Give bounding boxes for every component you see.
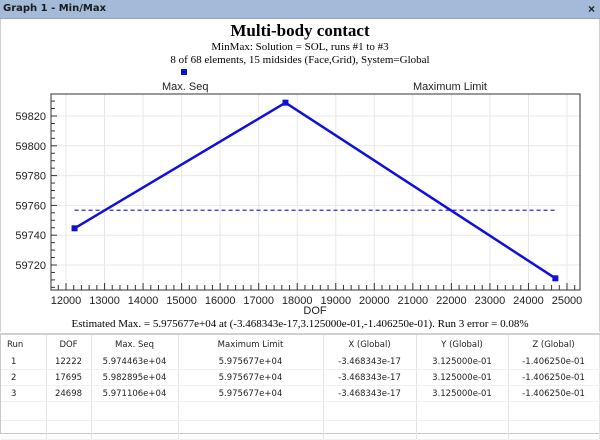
column-header-maximum-limit[interactable]: Maximum Limit [178,335,324,354]
x-tick-label: 20000 [359,295,390,307]
cell-maximum-limit: 5.975677e+04 [178,354,324,370]
x-tick-label: 12000 [51,295,82,307]
plot-area: 59720 59740 59760 59780 59800 59820 12000 13000… [15,93,583,317]
cell-run: 2 [1,369,47,386]
x-tick-label: 13000 [89,295,120,307]
legend-max-seq: Max. Seq [162,81,209,93]
cell-y-global: 3.125000e-01 [416,385,509,402]
max-seq-line [73,101,557,280]
cell-maximum-limit: 5.975677e+04 [178,385,324,402]
x-tick-label: 24000 [513,295,544,307]
chart-subtitle-elements: 8 of 68 elements, 15 midsides (Face,Grid… [170,54,430,66]
cell-dof: 24698 [46,385,92,402]
cell-x-global: -3.468343e-17 [323,354,417,370]
cell-z-global: -1.406250e-01 [508,369,600,386]
close-icon[interactable]: × [587,2,595,16]
column-header-dof[interactable]: DOF [46,335,92,354]
column-header-y-global[interactable]: Y (Global) [416,335,509,354]
cell-dof: 17695 [46,369,92,386]
cell-max-seq: 5.971106e+04 [91,385,179,402]
y-tick-label: 59800 [15,141,46,153]
x-tick-label: 17000 [243,295,274,307]
x-tick-label: 23000 [475,295,506,307]
x-tick-label: 22000 [436,295,467,307]
cell-z-global: -1.406250e-01 [508,354,600,370]
chart-title: Multi-body contact [230,21,370,40]
legend-square-marker-icon [181,69,187,75]
data-point-marker [552,275,559,282]
column-header-x-global[interactable]: X (Global) [323,335,417,354]
cell-y-global: 3.125000e-01 [416,369,509,386]
cell-maximum-limit: 5.975677e+04 [178,369,324,386]
chart-subtitle-solution: MinMax: Solution = SOL, runs #1 to #3 [211,41,389,53]
x-tick-label: 14000 [128,295,159,307]
table-row[interactable]: 1 12222 5.974463e+04 5.975677e+04 -3.468… [1,354,600,370]
window-titlebar: Graph 1 - Min/Max × [0,0,600,19]
cell-max-seq: 5.974463e+04 [91,354,179,370]
y-tick-label: 59780 [15,171,46,183]
table-row[interactable]: 2 17695 5.982895e+04 5.975677e+04 -3.468… [1,369,600,386]
table-row-empty [1,401,600,421]
table-header-row: Run DOF Max. Seq Maximum Limit X (Global… [1,335,600,354]
cell-x-global: -3.468343e-17 [323,369,417,386]
y-tick-label: 59820 [15,111,46,123]
y-tick-label: 59740 [15,230,46,242]
data-point-marker [71,225,78,232]
cell-dof: 12222 [46,354,92,370]
column-header-max-seq[interactable]: Max. Seq [91,335,179,354]
data-point-marker [282,99,289,106]
column-header-run[interactable]: Run [1,335,47,354]
x-axis-label: DOF [303,305,327,317]
table-row-empty [1,420,600,440]
y-tick-label: 59760 [15,200,46,212]
estimate-summary: Estimated Max. = 5.975677e+04 at (-3.468… [71,318,529,330]
x-tick-label: 15000 [166,295,197,307]
x-tick-label: 19000 [320,295,351,307]
cell-max-seq: 5.982895e+04 [91,369,179,386]
plot-frame [50,93,581,291]
legend-maximum-limit: Maximum Limit [413,81,487,93]
column-header-z-global[interactable]: Z (Global) [508,335,600,354]
table-row[interactable]: 3 24698 5.971106e+04 5.975677e+04 -3.468… [1,385,600,402]
x-tick-label: 18000 [282,295,313,307]
results-table: Run DOF Max. Seq Maximum Limit X (Global… [0,333,600,440]
x-tick-label: 25000 [552,295,583,307]
cell-z-global: -1.406250e-01 [508,385,600,402]
window-title: Graph 1 - Min/Max [3,3,107,14]
cell-y-global: 3.125000e-01 [416,354,509,370]
x-tick-label: 21000 [398,295,429,307]
x-tick-label: 16000 [205,295,236,307]
cell-run: 3 [1,385,47,402]
cell-run: 1 [1,354,47,370]
cell-x-global: -3.468343e-17 [323,385,417,402]
y-tick-label: 59720 [15,260,46,272]
